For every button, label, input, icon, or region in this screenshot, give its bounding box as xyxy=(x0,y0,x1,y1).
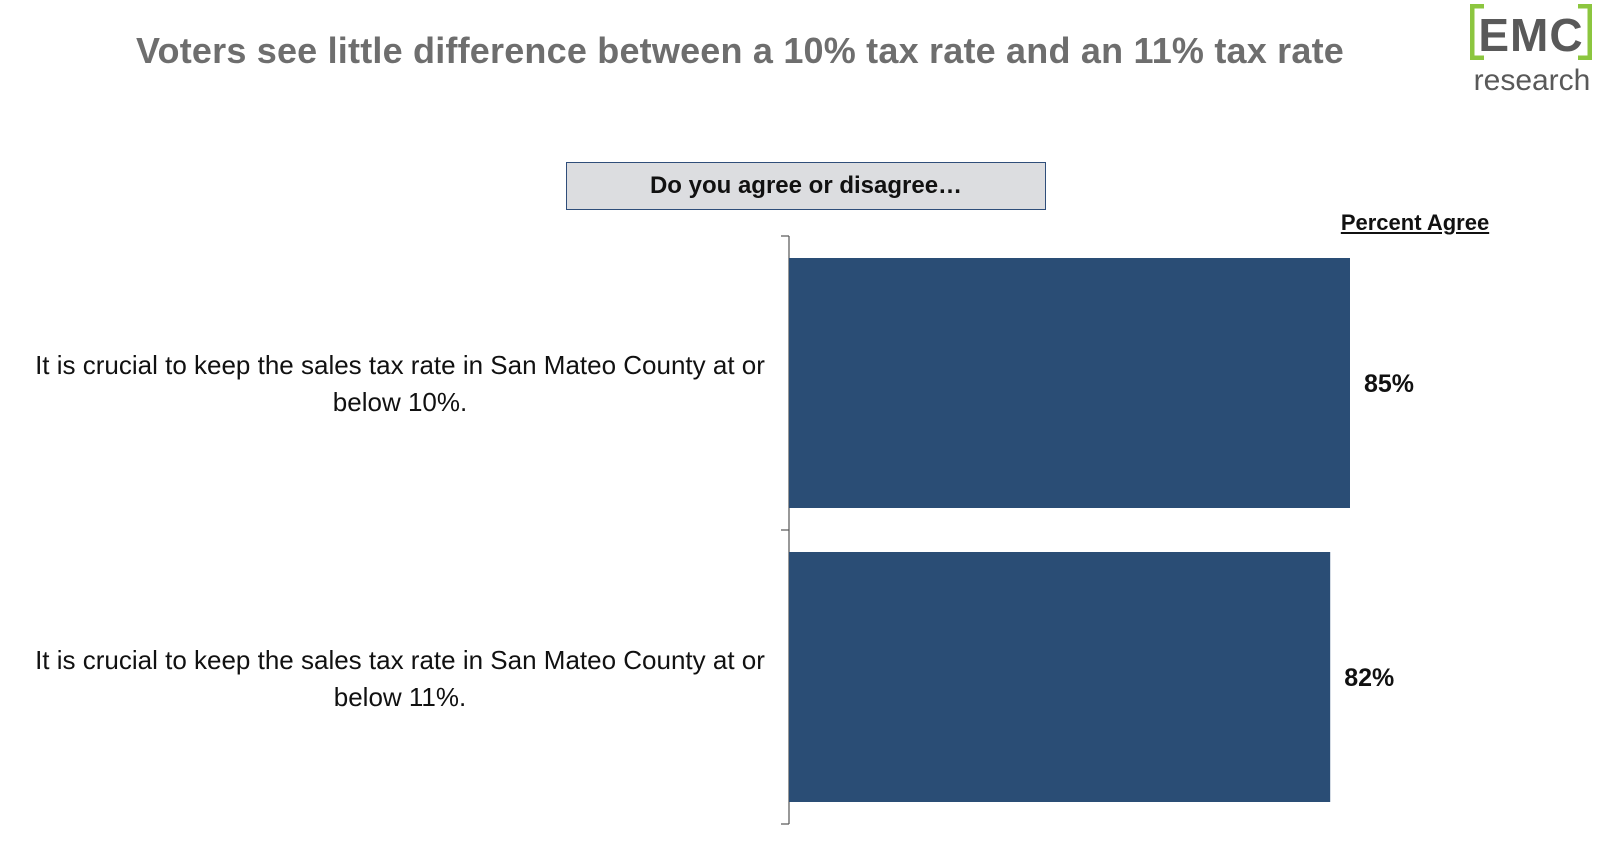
bar-0 xyxy=(789,258,1350,508)
category-label-0: It is crucial to keep the sales tax rate… xyxy=(35,350,765,417)
logo-frame-icon xyxy=(1470,4,1592,60)
logo-research-text: research xyxy=(1473,64,1591,97)
slide-title: Voters see little difference between a 1… xyxy=(135,30,1345,71)
value-label-0: 85% xyxy=(1364,370,1414,398)
logo-emc-text: EMC xyxy=(1478,9,1584,61)
bar-1 xyxy=(789,552,1331,802)
category-label-1: It is crucial to keep the sales tax rate… xyxy=(35,645,765,712)
question-box: Do you agree or disagree… xyxy=(566,162,1046,210)
value-label-1: 82% xyxy=(1344,664,1394,692)
percent-agree-header: Percent Agree xyxy=(1340,210,1490,235)
emc-research-logo: EMC research xyxy=(1466,2,1598,100)
